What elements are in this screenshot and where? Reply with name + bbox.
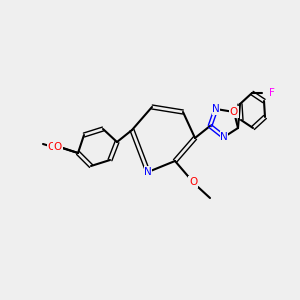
Text: O: O	[189, 177, 197, 187]
Text: O: O	[54, 142, 62, 152]
Text: N: N	[212, 104, 220, 114]
Text: N: N	[144, 167, 152, 177]
Text: F: F	[269, 88, 275, 98]
Text: O: O	[230, 107, 238, 117]
Text: O: O	[48, 142, 56, 152]
Text: N: N	[220, 132, 228, 142]
